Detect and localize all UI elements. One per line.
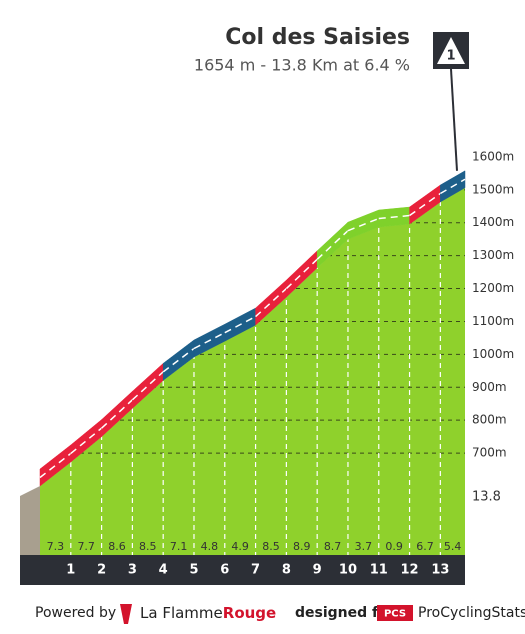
gradient-label: 3.7 — [355, 540, 373, 553]
gradient-label: 7.7 — [77, 540, 95, 553]
road-dash — [39, 452, 72, 479]
chart-subtitle: 1654 m - 13.8 Km at 6.4 % — [194, 56, 410, 75]
road-dash — [162, 347, 195, 373]
x-tick-label: 6 — [220, 563, 229, 578]
x-tick-label: 13 — [431, 563, 449, 578]
category-label: 1 — [446, 49, 455, 64]
x-tick-label: 7 — [251, 563, 260, 578]
brand-a: La FlammeRouge — [140, 604, 276, 622]
pcs-label: PCS — [384, 609, 406, 620]
road-dash — [101, 399, 133, 429]
road-dash — [131, 371, 164, 401]
left-face — [20, 486, 40, 567]
footer-powered: Powered by — [35, 605, 116, 621]
y-tick-label: 1000m — [472, 347, 514, 361]
gradient-label: 8.5 — [139, 540, 157, 553]
road-dash — [224, 315, 256, 334]
y-tick-label: 1400m — [472, 215, 514, 229]
x-tick-label: 1 — [66, 563, 75, 578]
y-tick-label: 1100m — [472, 314, 514, 328]
profile-fill — [40, 187, 465, 555]
gradient-label: 4.8 — [201, 540, 219, 553]
chart-title: Col des Saisies — [225, 25, 410, 50]
x-tick-label: 4 — [159, 563, 168, 578]
x-tick-label: 8 — [282, 563, 291, 578]
gradient-label: 8.7 — [324, 540, 342, 553]
road-dash — [193, 332, 226, 350]
x-tick-label: 5 — [189, 563, 198, 578]
x-tick-label: 2 — [97, 563, 106, 578]
y-tick-label: 1200m — [472, 281, 514, 295]
badge-line — [450, 68, 458, 171]
distance-label: 13.8 — [472, 490, 501, 505]
road-dash — [347, 217, 380, 232]
y-tick-label: 700m — [472, 446, 507, 460]
x-tick-label: 12 — [401, 563, 419, 578]
plot: 7.3 7.7 8.6 8.5 7.1 4.8 4.9 8.5 8.9 8.7 3.7 0.9 6.7 5… — [20, 149, 514, 585]
y-tick-label: 1600m — [472, 149, 514, 163]
footer-designed: designed for — [295, 605, 395, 621]
road-dash — [439, 178, 466, 195]
gradient-label: 7.1 — [170, 540, 188, 553]
km-bar — [20, 555, 465, 585]
x-tick-label: 11 — [370, 563, 388, 578]
road-dash — [409, 192, 441, 217]
y-tick-label: 800m — [472, 413, 507, 427]
footer-site: ProCyclingStats — [418, 605, 525, 621]
y-tick-label: 1300m — [472, 248, 514, 262]
pcs-box — [377, 605, 413, 621]
gradient-label: 8.5 — [262, 540, 280, 553]
gradient-label: 7.3 — [47, 540, 65, 553]
flamme-logo — [120, 604, 132, 624]
gradient-label: 4.9 — [231, 540, 249, 553]
gradient-label: 8.6 — [108, 540, 126, 553]
x-tick-label: 10 — [339, 563, 357, 578]
badge-triangle — [437, 37, 465, 64]
y-tick-label: 900m — [472, 380, 507, 394]
x-tick-label: 3 — [128, 563, 137, 578]
road-dash — [70, 427, 103, 455]
gradient-label: 6.7 — [416, 540, 434, 553]
gradient-label: 5.4 — [444, 540, 462, 553]
y-tick-label: 1500m — [472, 182, 514, 196]
road-dash — [255, 288, 287, 318]
road-dash — [378, 214, 410, 220]
gradient-label: 0.9 — [385, 540, 403, 553]
gradient-label: 8.9 — [293, 540, 311, 553]
x-tick-label: 9 — [313, 563, 322, 578]
